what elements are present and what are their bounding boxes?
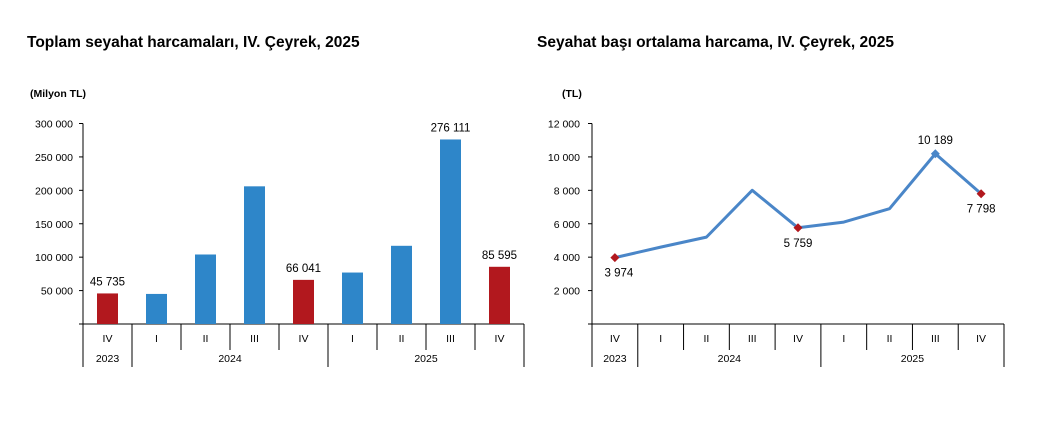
unit-label: (TL) bbox=[562, 88, 582, 100]
quarter-label: II bbox=[887, 333, 893, 345]
year-label: 2024 bbox=[218, 353, 242, 365]
bar bbox=[489, 266, 510, 324]
unit-label: (Milyon TL) bbox=[30, 88, 86, 100]
quarter-label: IV bbox=[103, 333, 113, 345]
quarter-label: III bbox=[250, 333, 259, 345]
y-tick-label: 200 000 bbox=[35, 185, 73, 197]
year-label: 2023 bbox=[96, 353, 120, 365]
quarter-label: III bbox=[446, 333, 455, 345]
year-label: 2025 bbox=[901, 353, 925, 365]
quarter-label: II bbox=[203, 333, 209, 345]
quarter-label: I bbox=[659, 333, 662, 345]
quarter-label: III bbox=[931, 333, 940, 345]
quarter-label: I bbox=[155, 333, 158, 345]
bar bbox=[244, 186, 265, 324]
quarter-label: II bbox=[399, 333, 405, 345]
bar bbox=[195, 254, 216, 324]
data-point-marker bbox=[793, 223, 803, 233]
bar bbox=[146, 293, 167, 324]
y-tick-label: 250 000 bbox=[35, 152, 73, 164]
data-label: 5 759 bbox=[784, 238, 813, 250]
bar bbox=[293, 279, 314, 324]
y-tick-label: 12 000 bbox=[548, 119, 580, 131]
y-tick-label: 150 000 bbox=[35, 219, 73, 231]
data-point-marker bbox=[610, 253, 620, 263]
quarter-label: IV bbox=[610, 333, 620, 345]
quarter-label: IV bbox=[976, 333, 986, 345]
bar bbox=[342, 272, 363, 324]
quarter-label: IV bbox=[299, 333, 309, 345]
data-label: 66 041 bbox=[286, 263, 321, 275]
data-label: 276 111 bbox=[431, 122, 471, 134]
quarter-label: I bbox=[842, 333, 845, 345]
y-tick-label: 6 000 bbox=[554, 219, 580, 231]
chart-title-total-spending: Toplam seyahat harcamaları, IV. Çeyrek, … bbox=[27, 34, 360, 51]
y-tick-label: 100 000 bbox=[35, 252, 73, 264]
data-label: 10 189 bbox=[918, 135, 953, 147]
y-tick-label: 2 000 bbox=[554, 286, 580, 298]
data-label: 45 735 bbox=[90, 276, 125, 288]
year-label: 2025 bbox=[414, 353, 438, 365]
quarter-label: IV bbox=[793, 333, 803, 345]
year-label: 2023 bbox=[603, 353, 627, 365]
quarter-label: II bbox=[704, 333, 710, 345]
data-point-marker bbox=[930, 149, 940, 159]
bar bbox=[440, 139, 461, 324]
y-tick-label: 4 000 bbox=[554, 252, 580, 264]
data-label: 3 974 bbox=[604, 268, 633, 280]
y-tick-label: 8 000 bbox=[554, 185, 580, 197]
y-tick-label: 50 000 bbox=[41, 286, 73, 298]
bar bbox=[391, 245, 412, 324]
y-tick-label: 300 000 bbox=[35, 119, 73, 131]
data-label: 7 798 bbox=[967, 204, 996, 216]
quarter-label: I bbox=[351, 333, 354, 345]
year-label: 2024 bbox=[718, 353, 742, 365]
data-point-marker bbox=[976, 189, 986, 199]
chart-title-average-spending: Seyahat başı ortalama harcama, IV. Çeyre… bbox=[537, 34, 895, 51]
quarter-label: IV bbox=[495, 333, 505, 345]
data-label: 85 595 bbox=[482, 250, 517, 262]
y-tick-label: 10 000 bbox=[548, 152, 580, 164]
quarter-label: III bbox=[748, 333, 757, 345]
bar bbox=[97, 293, 118, 324]
